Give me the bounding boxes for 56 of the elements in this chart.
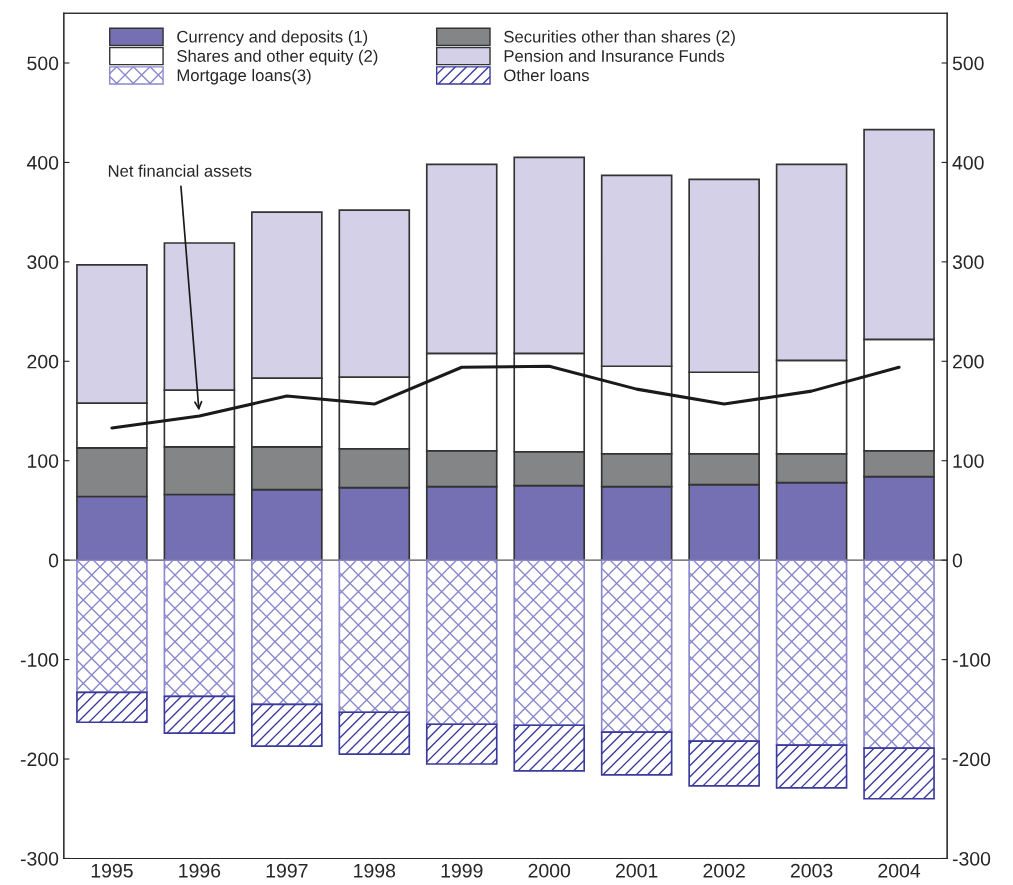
x-tick-label: 2002	[703, 863, 745, 878]
y2-tick-label: 400	[952, 155, 984, 170]
x-tick-label: 1999	[441, 863, 483, 878]
y-tick-label: 0	[48, 553, 59, 568]
bar	[863, 559, 935, 749]
y2-tick-label: -200	[952, 752, 991, 767]
x-tick-label: 1997	[266, 863, 308, 878]
bar	[600, 731, 673, 776]
bar	[251, 559, 323, 706]
legend-label: Shares and other equity (2)	[177, 49, 378, 66]
bar	[425, 559, 498, 726]
bar	[163, 559, 236, 698]
y-tick-label: 500	[27, 56, 59, 71]
x-tick-label: 2001	[616, 863, 658, 878]
annotation: Net financial assets	[108, 164, 252, 177]
bar	[863, 747, 935, 800]
legend-label: Mortgage loans(3)	[177, 68, 311, 85]
y-tick-label: -300	[20, 851, 59, 866]
y2-tick-label: 0	[952, 553, 963, 568]
bar	[600, 559, 673, 734]
y-tick-label: 100	[28, 454, 59, 468]
x-tick-label: 1996	[179, 863, 221, 878]
y-tick-label: 400	[26, 155, 59, 170]
bar	[76, 559, 148, 694]
x-tick-label: 1995	[91, 863, 133, 878]
line-series	[110, 364, 901, 430]
legend-label: Securities other than shares (2)	[504, 30, 735, 46]
bar	[338, 711, 411, 755]
x-tick-label: 1998	[354, 863, 396, 878]
y-tick-label: -100	[20, 653, 59, 667]
legend-label: Pension and Insurance Funds	[504, 49, 725, 62]
bar	[251, 703, 323, 747]
y2-tick-label: 300	[952, 255, 984, 270]
bar	[775, 744, 848, 789]
bar	[76, 691, 148, 724]
bar	[513, 559, 586, 727]
y-tick-label: 200	[27, 354, 59, 369]
bar	[513, 724, 586, 772]
y2-tick-label: 500	[952, 56, 984, 71]
y2-tick-label: -300	[952, 851, 991, 866]
y2-tick-label: 200	[952, 354, 984, 369]
bar	[688, 740, 760, 787]
bar	[775, 559, 848, 746]
y2-tick-label: 100	[953, 454, 984, 468]
x-tick-label: 2003	[790, 863, 833, 878]
bar	[163, 695, 236, 735]
y-tick-label: 300	[27, 255, 59, 270]
bar	[688, 559, 760, 742]
legend-label: Other loans	[504, 68, 589, 82]
bar	[338, 559, 411, 714]
x-tick-label: 2004	[878, 863, 921, 878]
y-tick-label: -200	[20, 752, 59, 767]
y2-tick-label: -100	[952, 653, 991, 667]
legend-label: Currency and deposits (1)	[177, 30, 368, 46]
bar	[425, 723, 498, 765]
x-tick-label: 2000	[528, 863, 571, 878]
